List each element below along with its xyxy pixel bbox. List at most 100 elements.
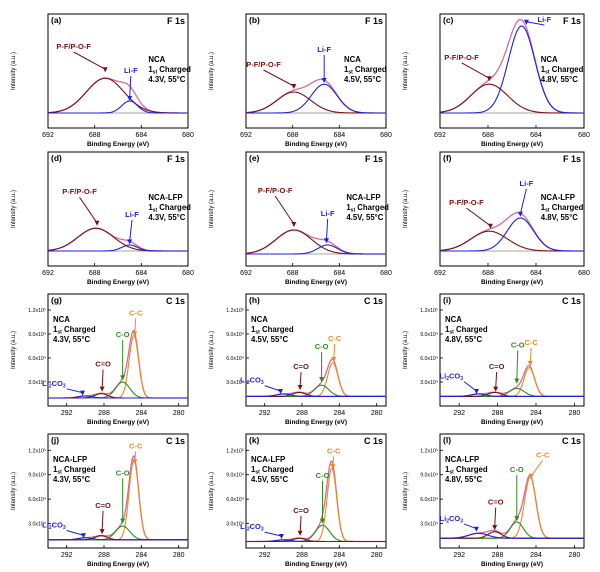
y-axis-label: Intensity (a.u.) (403, 472, 409, 510)
x-tick-label: 292 (259, 552, 271, 559)
peak-label: Li2CO3 (240, 376, 264, 387)
curves (440, 18, 584, 114)
arrowhead (102, 67, 108, 73)
y-axis-label: Intensity (a.u.) (11, 190, 17, 228)
annotation-arrow (263, 69, 295, 87)
arrowhead (297, 530, 303, 536)
fit-peak-li2co3 (48, 537, 188, 541)
annotation-arrow (526, 21, 545, 26)
curves (246, 229, 386, 255)
peak-label: P-F/P-O-F (449, 198, 484, 207)
y-axis-label: Intensity (a.u.) (11, 472, 17, 510)
y-tick-label: 9.0x10⁴ (28, 332, 46, 338)
condition-text: NCA-LFP (53, 455, 87, 464)
curves (246, 78, 386, 114)
y-tick-label: 3.0x10⁴ (420, 522, 438, 528)
peak-label: P-F/P-O-F (56, 42, 91, 51)
x-tick-label: 680 (578, 132, 590, 139)
y-tick-label: 9.0x10⁴ (28, 473, 46, 479)
arrowhead (473, 526, 479, 532)
arrowhead (94, 220, 100, 226)
x-tick-label: 292 (453, 410, 465, 417)
spectrum-label: C 1s (364, 436, 383, 446)
arrowhead (486, 76, 492, 82)
condition-text: 4.8V, 55°C (541, 75, 578, 84)
peak-label: Li2CO3 (440, 514, 464, 525)
annotation-arrow (101, 510, 104, 532)
spectrum-label: F 1s (167, 16, 185, 26)
spectrum-label: C 1s (562, 296, 581, 306)
arrowhead (291, 84, 297, 89)
plot-frame (245, 293, 387, 407)
fit-peak-p-f-p-o-f (246, 229, 386, 255)
y-axis-label: Intensity (a.u.) (209, 331, 215, 369)
curves (246, 460, 386, 543)
y-axis-label: Intensity (a.u.) (11, 331, 17, 369)
y-axis-label: Intensity (a.u.) (209, 52, 215, 90)
x-tick-label: 288 (296, 410, 308, 417)
peak-label: C=O (293, 506, 309, 515)
plot-frame (439, 293, 585, 407)
y-axis-label: Intensity (a.u.) (209, 190, 215, 228)
peak-label: C=O (95, 360, 111, 369)
arrowhead (99, 386, 105, 392)
arrowhead (278, 389, 284, 394)
y-tick-label: 9.0x10⁴ (226, 332, 244, 338)
annotation-arrow (66, 388, 83, 394)
plot-frame (47, 13, 189, 129)
fit-peak-p-f-p-o-f (440, 230, 584, 252)
arrowhead (517, 211, 523, 217)
plot-frame (245, 151, 387, 267)
x-axis-label: Binding Energy (eV) (481, 279, 543, 286)
y-tick-label: 3.0x10⁴ (28, 380, 46, 386)
annotation-arrow (129, 219, 133, 242)
x-axis-label: Binding Energy (eV) (285, 141, 347, 148)
plot-frame (439, 433, 585, 549)
fit-peak-li-f (48, 244, 188, 252)
condition-text: 1st Charged (445, 325, 488, 336)
x-tick-label: 288 (492, 552, 504, 559)
arrowhead (514, 516, 520, 522)
peak-label: C-C (328, 334, 342, 343)
y-tick-label: 6.0x10⁴ (226, 356, 244, 362)
y-axis-label: Intensity (a.u.) (11, 52, 17, 90)
arrowhead (127, 96, 133, 101)
x-tick-label: 284 (135, 552, 147, 559)
peak-label: Li-F (125, 210, 139, 219)
panel-label: (c) (443, 15, 454, 25)
chart-panel: 292 288 284 280 3.0x10⁴ 6.0x10⁴ 9.0x10⁴ 1.2x10⁵… (209, 433, 387, 568)
x-axis-label: Binding Energy (eV) (481, 141, 543, 148)
y-tick-label: 1.2x10⁵ (420, 308, 438, 314)
peak-label: C-C (525, 338, 539, 347)
panel-label: (b) (249, 15, 260, 25)
arrowhead (527, 361, 533, 366)
x-tick-label: 684 (530, 270, 542, 277)
x-tick-label: 292 (61, 410, 73, 417)
annotation-arrow (519, 188, 527, 214)
envelope-line (246, 229, 386, 255)
condition-text: 1st Charged (148, 203, 191, 214)
annotation-arrow (529, 347, 532, 364)
spectrum-label: C 1s (364, 296, 383, 306)
annotation-arrow (461, 62, 490, 79)
curves (48, 455, 188, 541)
chart-panel: 692 688 684 680 Binding Energy (eV) Intensity… (209, 13, 392, 148)
arrowhead (297, 385, 303, 390)
peak-label: C-O (116, 330, 130, 339)
condition-text: NCA (445, 315, 462, 324)
x-tick-label: 684 (135, 132, 147, 139)
curves (440, 364, 584, 398)
condition-text: NCA-LFP (445, 455, 479, 464)
x-tick-label: 288 (98, 410, 110, 417)
y-tick-label: 9.0x10⁴ (226, 473, 244, 479)
panel-label: (g) (51, 295, 62, 305)
arrowhead (487, 223, 493, 229)
plot-frame (439, 13, 585, 129)
peak-label: C=O (95, 501, 111, 510)
panel-label: (f) (443, 153, 452, 163)
y-axis-label: Intensity (a.u.) (403, 331, 409, 369)
y-tick-label: 6.0x10⁴ (420, 497, 438, 503)
x-axis-label: Binding Energy (eV) (87, 279, 149, 286)
x-tick-label: 688 (482, 270, 494, 277)
x-tick-label: 688 (482, 132, 494, 139)
